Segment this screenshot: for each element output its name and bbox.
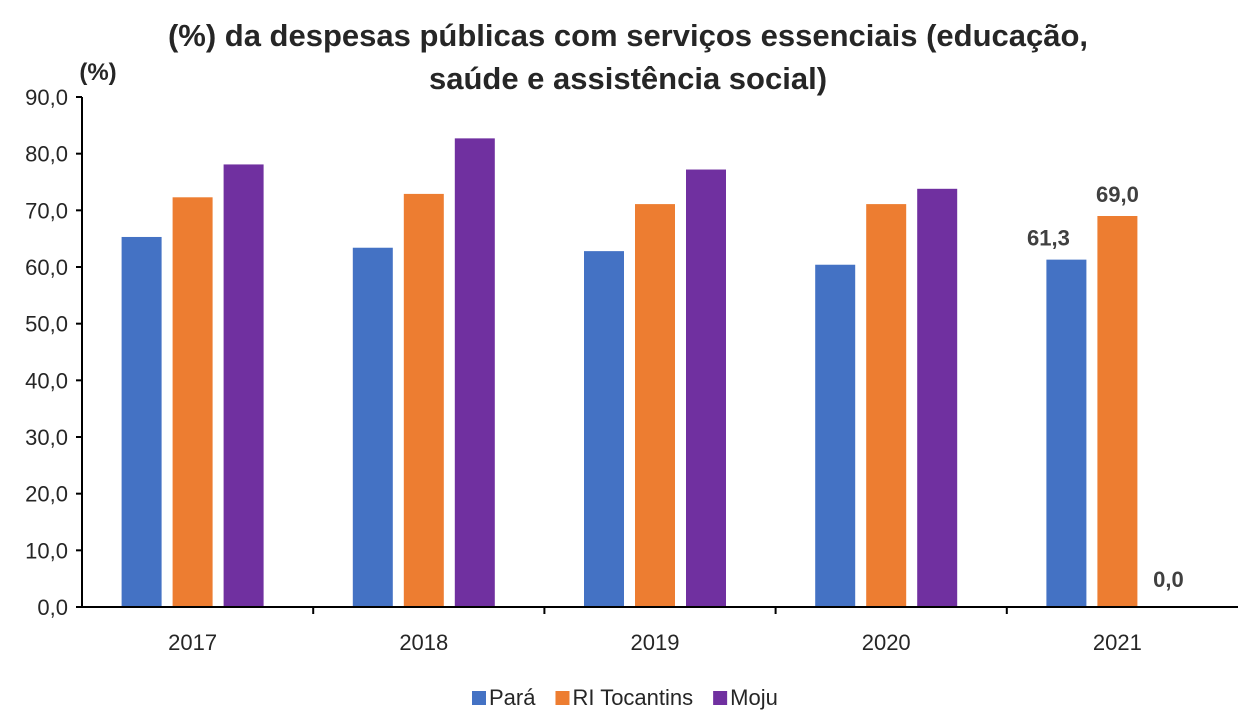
bar-moju-2019 bbox=[686, 169, 726, 608]
bar-moju-2018 bbox=[454, 138, 495, 607]
bar-pará-2017 bbox=[121, 236, 162, 607]
bar-ri-tocantins-2018 bbox=[403, 193, 444, 607]
bar-pará-2020 bbox=[815, 264, 856, 607]
labels-layer: 61,3 69,0 0,0 bbox=[1027, 182, 1184, 592]
bar-moju-2017 bbox=[223, 164, 264, 607]
y-tick-label: 80,0 bbox=[25, 142, 68, 167]
bar-pará-2018 bbox=[352, 247, 393, 607]
bar-ri-tocantins-2020 bbox=[866, 204, 907, 607]
data-label: 0,0 bbox=[1153, 567, 1184, 592]
axes-layer: 0,0 10,0 20,0 30,0 40,0 50,0 60,0 70,0 80,0 90,0 2… bbox=[25, 85, 1238, 655]
bar-ri-tocantins-2019 bbox=[635, 204, 675, 607]
legend-swatch-pará bbox=[472, 691, 486, 705]
y-tick-label: 30,0 bbox=[25, 425, 68, 450]
legend: Pará RI Tocantins Moju bbox=[472, 685, 778, 710]
legend-swatch-moju bbox=[713, 691, 728, 705]
x-tick-label: 2021 bbox=[1093, 630, 1142, 655]
x-tick-label: 2017 bbox=[168, 630, 217, 655]
bar-pará-2021 bbox=[1046, 259, 1087, 607]
y-tick-label: 90,0 bbox=[25, 85, 68, 110]
bar-moju-2020 bbox=[917, 188, 958, 608]
legend-swatch-ri-tocantins bbox=[555, 691, 570, 705]
chart-title-line-2: saúde e assistência social) bbox=[429, 61, 827, 96]
y-tick-label: 20,0 bbox=[25, 482, 68, 507]
legend-label: Moju bbox=[730, 685, 778, 710]
data-label: 61,3 bbox=[1027, 226, 1070, 251]
x-tick-label: 2018 bbox=[399, 630, 448, 655]
y-tick-label: 40,0 bbox=[25, 368, 68, 393]
bars-layer bbox=[121, 138, 1138, 608]
bar-ri-tocantins-2021 bbox=[1097, 216, 1138, 607]
x-tick-label: 2019 bbox=[631, 630, 680, 655]
data-label: 69,0 bbox=[1096, 182, 1139, 207]
y-axis-unit-label: (%) bbox=[79, 59, 116, 86]
bar-ri-tocantins-2017 bbox=[172, 197, 213, 608]
legend-label: Pará bbox=[489, 685, 536, 710]
y-tick-label: 60,0 bbox=[25, 255, 68, 280]
y-tick-label: 50,0 bbox=[25, 312, 68, 337]
legend-label: RI Tocantins bbox=[572, 685, 693, 710]
y-tick-label: 0,0 bbox=[37, 595, 68, 620]
y-tick-label: 70,0 bbox=[25, 198, 68, 223]
x-tick-label: 2020 bbox=[862, 630, 911, 655]
chart-title-line-1: (%) da despesas públicas com serviços es… bbox=[168, 18, 1088, 53]
bar-pará-2019 bbox=[584, 251, 624, 607]
y-tick-label: 10,0 bbox=[25, 538, 68, 563]
